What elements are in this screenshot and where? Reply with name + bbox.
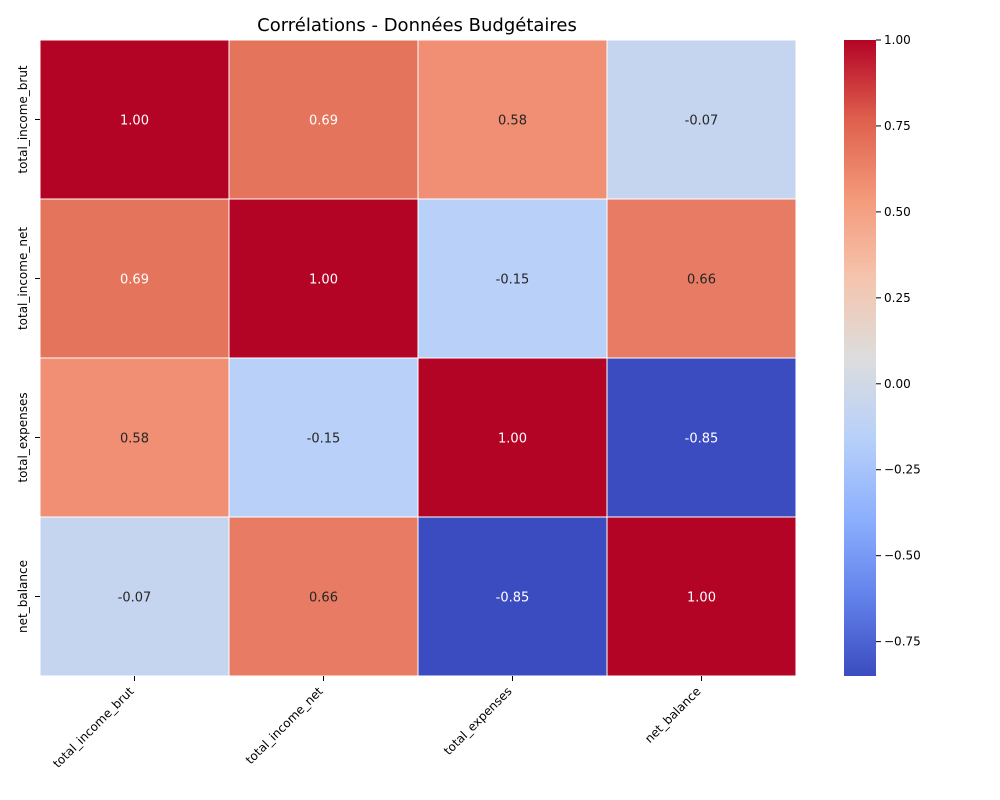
cell-value-label: -0.07 <box>685 114 719 129</box>
colorbar-tick-label: −0.50 <box>884 549 921 563</box>
cell-value-label: 0.58 <box>120 432 149 447</box>
cell-value-label: 0.69 <box>309 114 338 129</box>
x-tick-label: total_income_brut <box>50 684 137 771</box>
y-tick-label: total_income_brut <box>16 65 30 174</box>
heatmap-cell <box>228 39 419 200</box>
colorbar-tick-label: 0.00 <box>884 377 911 391</box>
heatmap-cells: 1.00 0.69 0.58 -0.07 0.69 1.00 -0.15 0.66 0.58 -0… <box>39 39 797 677</box>
colorbar-tick-label: −0.25 <box>884 463 921 477</box>
cell-value-label: -0.85 <box>496 591 530 606</box>
cell-value-label: -0.15 <box>307 432 341 447</box>
heatmap-cell <box>606 357 797 518</box>
cell-value-label: 0.69 <box>120 273 149 288</box>
x-tick-label: total_income_net <box>243 684 326 767</box>
colorbar-tick-label: 0.50 <box>884 205 911 219</box>
heatmap-cell <box>606 39 797 200</box>
colorbar-tick-label: 0.75 <box>884 119 911 133</box>
heatmap-cell <box>39 516 230 677</box>
cell-value-label: -0.07 <box>118 591 152 606</box>
x-tick-label: total_expenses <box>441 684 515 758</box>
heatmap-cell <box>606 198 797 359</box>
cell-value-label: -0.15 <box>496 273 530 288</box>
heatmap-cell <box>417 516 608 677</box>
chart-title: Corrélations - Données Budgétaires <box>257 15 577 36</box>
heatmap-cell <box>606 516 797 677</box>
x-tick-label: net_balance <box>642 684 703 745</box>
cell-value-label: 0.66 <box>309 591 338 606</box>
y-tick-label: net_balance <box>16 560 30 633</box>
heatmap-cell <box>39 198 230 359</box>
x-axis: total_income_brut total_income_net total_e… <box>50 676 704 771</box>
colorbar-tick-label: 0.25 <box>884 291 911 305</box>
y-tick-label: total_income_net <box>16 227 30 330</box>
heatmap-cell <box>417 198 608 359</box>
heatmap-cell <box>228 516 419 677</box>
y-axis: total_income_brut total_income_net total_e… <box>16 65 40 633</box>
cell-value-label: 1.00 <box>498 432 527 447</box>
heatmap-cell <box>417 39 608 200</box>
heatmap-cell <box>39 39 230 200</box>
colorbar-tick-label: −0.75 <box>884 635 921 649</box>
cell-value-label: 1.00 <box>687 591 716 606</box>
y-tick-label: total_expenses <box>16 392 30 482</box>
cell-value-label: 0.66 <box>687 273 716 288</box>
cell-value-label: 1.00 <box>309 273 338 288</box>
heatmap-cell <box>228 357 419 518</box>
colorbar-tick-label: 1.00 <box>884 33 911 47</box>
colorbar: 1.00 0.75 0.50 0.25 0.00 −0.25 −0.50 −0.75 <box>844 33 921 676</box>
cell-value-label: 0.58 <box>498 114 527 129</box>
cell-value-label: 1.00 <box>120 114 149 129</box>
colorbar-gradient <box>844 40 876 676</box>
cell-value-label: -0.85 <box>685 432 719 447</box>
heatmap-cell <box>228 198 419 359</box>
